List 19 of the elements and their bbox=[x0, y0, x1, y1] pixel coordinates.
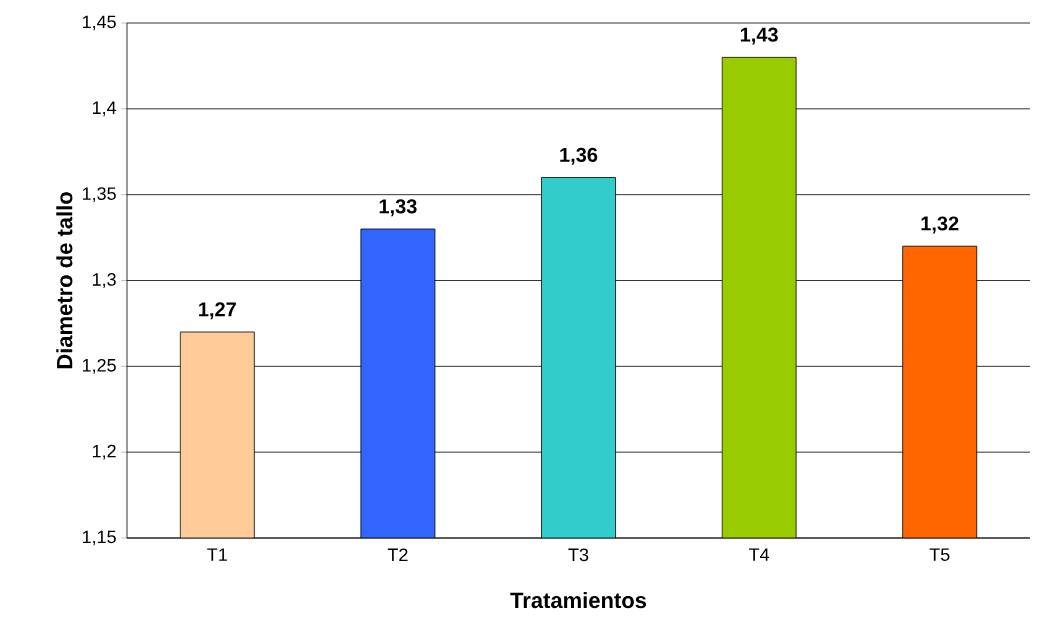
x-tick-label: T3 bbox=[568, 548, 589, 562]
data-label: 1,36 bbox=[560, 147, 598, 165]
y-axis-title: Diametro de tallo bbox=[56, 192, 73, 369]
y-tick-label: 1,3 bbox=[92, 273, 116, 288]
y-tick-label: 1,35 bbox=[82, 187, 116, 203]
data-label: 1,32 bbox=[921, 216, 959, 234]
data-label: 1,27 bbox=[199, 302, 236, 320]
x-tick-label: T2 bbox=[387, 548, 408, 561]
x-tick-label: T1 bbox=[207, 548, 227, 561]
data-label: 1,33 bbox=[379, 199, 417, 217]
data-label: 1,43 bbox=[740, 27, 778, 45]
y-tick-label: 1,2 bbox=[92, 444, 116, 460]
x-tick-label: T4 bbox=[749, 548, 770, 561]
y-tick-label: 1,15 bbox=[82, 530, 116, 546]
y-tick-label: 1,25 bbox=[82, 358, 116, 374]
x-tick-label: T5 bbox=[929, 548, 950, 561]
y-tick-label: 1,4 bbox=[92, 101, 117, 117]
y-tick-label: 1,45 bbox=[82, 15, 116, 31]
x-axis-title: Tratamientos bbox=[510, 592, 647, 609]
